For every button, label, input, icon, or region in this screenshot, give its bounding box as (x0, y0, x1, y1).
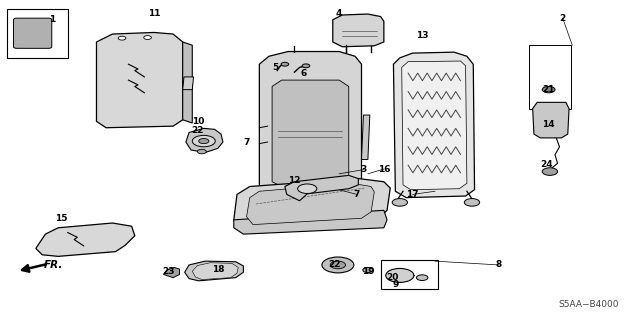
Circle shape (465, 198, 479, 206)
Polygon shape (333, 14, 384, 47)
Circle shape (417, 275, 428, 280)
Circle shape (386, 269, 414, 282)
Circle shape (302, 64, 310, 68)
Text: 6: 6 (301, 69, 307, 78)
Circle shape (330, 261, 346, 269)
Polygon shape (186, 128, 223, 152)
Polygon shape (394, 52, 474, 197)
Text: 7: 7 (354, 190, 360, 199)
Text: 7: 7 (243, 137, 250, 146)
Circle shape (281, 62, 289, 66)
Text: FR.: FR. (44, 260, 63, 270)
Text: 16: 16 (378, 165, 390, 174)
Text: 12: 12 (288, 176, 301, 185)
Bar (529, 45, 571, 109)
Polygon shape (192, 263, 238, 279)
Circle shape (542, 86, 555, 93)
Circle shape (322, 257, 354, 273)
Polygon shape (182, 77, 193, 90)
Text: 14: 14 (542, 120, 555, 129)
Text: 22: 22 (328, 260, 341, 270)
Text: 11: 11 (148, 9, 160, 18)
Text: S5AA−B4000: S5AA−B4000 (558, 300, 618, 309)
Circle shape (118, 36, 126, 40)
Text: 8: 8 (496, 260, 502, 270)
Bar (381, 260, 438, 289)
Text: 18: 18 (212, 264, 224, 274)
Polygon shape (285, 175, 358, 201)
FancyBboxPatch shape (13, 18, 52, 48)
Polygon shape (164, 268, 179, 278)
Text: 23: 23 (162, 267, 174, 276)
Polygon shape (184, 261, 243, 281)
Polygon shape (259, 51, 362, 199)
Text: 5: 5 (272, 63, 278, 72)
Circle shape (392, 198, 408, 206)
Text: 15: 15 (55, 214, 68, 223)
Circle shape (542, 168, 557, 175)
Polygon shape (532, 102, 569, 138)
Bar (7, 9, 68, 58)
Circle shape (144, 36, 152, 40)
Text: 17: 17 (406, 190, 419, 199)
Text: 21: 21 (542, 85, 555, 94)
Circle shape (363, 268, 373, 272)
Text: 4: 4 (336, 9, 342, 18)
Polygon shape (36, 223, 135, 256)
Circle shape (298, 184, 317, 194)
Circle shape (198, 138, 209, 144)
Text: 9: 9 (392, 279, 399, 288)
Circle shape (197, 149, 206, 154)
Text: 3: 3 (360, 165, 367, 174)
Text: 13: 13 (416, 31, 428, 40)
Circle shape (192, 135, 215, 147)
Text: 19: 19 (362, 267, 374, 276)
Polygon shape (234, 179, 390, 228)
Polygon shape (234, 210, 387, 234)
Text: 10: 10 (193, 117, 205, 126)
Text: 24: 24 (540, 160, 553, 169)
Text: 20: 20 (386, 273, 398, 282)
Polygon shape (246, 183, 374, 225)
Text: 22: 22 (191, 126, 204, 135)
Polygon shape (272, 80, 349, 187)
Text: 1: 1 (49, 15, 55, 24)
Polygon shape (97, 33, 182, 128)
Polygon shape (402, 61, 467, 190)
Text: 2: 2 (559, 14, 566, 23)
Polygon shape (182, 42, 192, 123)
Polygon shape (362, 115, 370, 160)
